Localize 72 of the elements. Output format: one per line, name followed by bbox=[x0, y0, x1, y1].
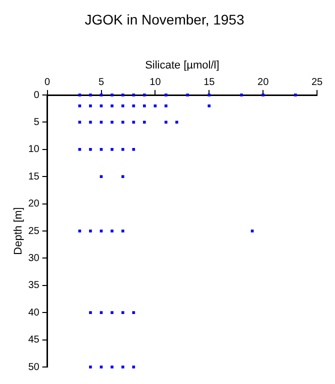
point bbox=[110, 148, 114, 151]
point bbox=[100, 148, 103, 151]
point bbox=[110, 120, 114, 124]
point bbox=[110, 230, 114, 232]
point bbox=[164, 94, 168, 96]
point bbox=[164, 104, 168, 108]
x-tick-label: 5 bbox=[98, 76, 104, 88]
point bbox=[142, 104, 146, 108]
y-tick-label: 35 bbox=[28, 280, 40, 292]
point bbox=[154, 104, 157, 108]
point bbox=[78, 230, 82, 232]
point bbox=[89, 311, 92, 314]
chart-title: JGOK in November, 1953 bbox=[84, 11, 244, 28]
point bbox=[262, 94, 264, 96]
point bbox=[121, 311, 124, 314]
y-axis-title: Depth [m] bbox=[12, 207, 25, 255]
point bbox=[142, 94, 146, 96]
point bbox=[208, 94, 211, 96]
point bbox=[89, 104, 92, 108]
point bbox=[89, 148, 92, 151]
point bbox=[121, 148, 124, 151]
y-tick-label: 5 bbox=[34, 116, 40, 128]
point bbox=[100, 175, 103, 178]
point bbox=[132, 311, 136, 314]
point bbox=[121, 104, 124, 108]
point bbox=[100, 104, 103, 108]
point bbox=[78, 148, 82, 151]
point bbox=[100, 94, 103, 96]
point bbox=[121, 230, 124, 232]
point bbox=[89, 94, 92, 96]
y-tick-label: 15 bbox=[28, 171, 40, 182]
point bbox=[110, 104, 114, 108]
point bbox=[110, 366, 114, 368]
point bbox=[121, 175, 124, 178]
point bbox=[89, 366, 92, 368]
point bbox=[250, 230, 254, 232]
point bbox=[132, 148, 136, 151]
y-tick-label: 25 bbox=[28, 226, 40, 237]
x-tick-label: 25 bbox=[311, 76, 323, 88]
x-tick-label: 20 bbox=[258, 76, 270, 88]
point bbox=[132, 104, 136, 108]
point bbox=[78, 104, 82, 108]
point bbox=[100, 366, 103, 368]
point bbox=[121, 94, 124, 96]
y-tick-label: 10 bbox=[28, 144, 40, 156]
point bbox=[78, 94, 82, 96]
point bbox=[240, 94, 243, 96]
point bbox=[89, 120, 92, 124]
y-tick-label: 20 bbox=[28, 198, 40, 210]
y-tick-label: 0 bbox=[34, 90, 40, 101]
point bbox=[121, 366, 124, 368]
y-tick-label: 30 bbox=[28, 252, 40, 264]
x-tick-label: 10 bbox=[150, 76, 162, 88]
y-tick-label: 45 bbox=[28, 334, 40, 346]
point bbox=[186, 94, 189, 96]
y-tick-label: 40 bbox=[28, 307, 40, 318]
point bbox=[132, 120, 136, 124]
x-tick-label: 0 bbox=[44, 76, 51, 88]
point bbox=[142, 120, 146, 124]
point bbox=[294, 94, 297, 96]
point bbox=[208, 104, 211, 108]
point bbox=[110, 311, 114, 314]
point bbox=[100, 311, 103, 314]
point bbox=[110, 94, 114, 96]
x-axis-title: Silicate [µmol/l] bbox=[145, 59, 220, 72]
x-tick-label: 15 bbox=[204, 76, 216, 88]
y-tick-label: 50 bbox=[28, 362, 40, 373]
point bbox=[89, 230, 92, 232]
point bbox=[132, 366, 136, 368]
point bbox=[164, 120, 168, 124]
point bbox=[132, 94, 136, 96]
point bbox=[100, 230, 103, 232]
